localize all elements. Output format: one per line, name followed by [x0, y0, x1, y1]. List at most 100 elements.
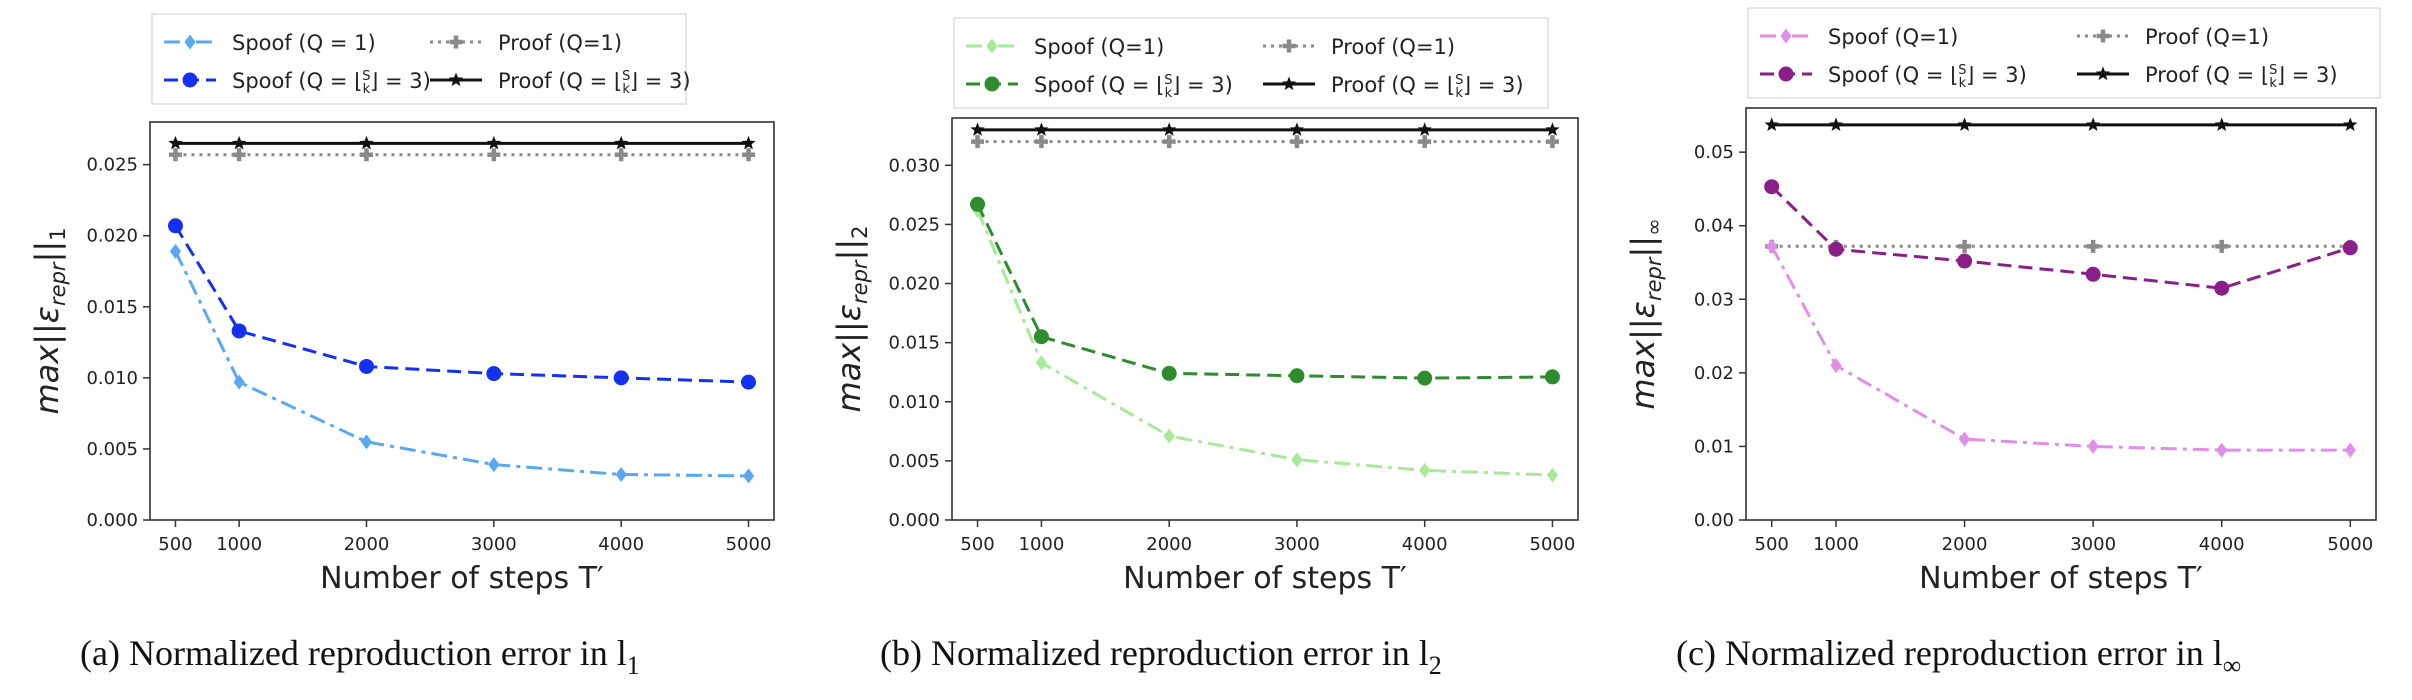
data-point: [360, 434, 373, 450]
data-point: [1162, 122, 1177, 136]
y-axis-label: max||εrepr||1: [28, 227, 70, 414]
y-tick-label: 0.03: [1694, 289, 1734, 310]
series-line: [1770, 245, 2351, 452]
x-tick-label: 4000: [1402, 534, 1448, 555]
data-point: [486, 135, 501, 150]
data-point: [2214, 117, 2229, 131]
legend-marker: [449, 35, 463, 49]
y-tick-label: 0.015: [86, 297, 138, 318]
data-point: [1766, 238, 1778, 254]
caption-c: (c) Normalized reproduction error in l∞: [1676, 632, 2241, 681]
caption-c-text: (c) Normalized reproduction error in l: [1676, 633, 2223, 673]
data-point: [1545, 135, 1559, 149]
legend: Spoof (Q=1) Spoof (Q = ⌊S k⌋ = 3) Proof (Q=…: [953, 17, 1549, 109]
x-tick-label: 2000: [1942, 534, 1988, 555]
data-point: [2216, 442, 2228, 458]
caption-a-sub: 1: [626, 651, 640, 681]
data-point: [167, 218, 183, 234]
series-line: [976, 209, 1553, 477]
data-point: [1958, 239, 1972, 253]
y-tick-label: 0.000: [888, 510, 940, 531]
data-point: [742, 148, 756, 162]
y-axis-label: max||εrepr||∞: [1624, 218, 1666, 409]
y-tick-label: 0.010: [86, 368, 138, 389]
legend-box: [151, 13, 687, 105]
data-point: [1417, 370, 1433, 386]
data-point: [1163, 428, 1175, 444]
series-line: [174, 250, 749, 478]
y-tick-label: 0.02: [1694, 363, 1734, 384]
x-tick-label: 4000: [2199, 534, 2245, 555]
data-point: [168, 148, 182, 162]
y-tick-label: 0.020: [86, 226, 138, 247]
x-tick-label: 1000: [1019, 534, 1065, 555]
legend-box: [1747, 7, 2381, 99]
legend-marker: [1778, 66, 1794, 82]
x-axis-label: Number of steps T′: [1919, 561, 2203, 596]
data-point: [1290, 135, 1304, 149]
y-tick-label: 0.025: [888, 214, 940, 235]
data-point: [1957, 117, 1972, 131]
data-point: [2085, 266, 2101, 282]
x-tick-label: 3000: [471, 534, 517, 555]
legend-label: Proof (Q = ⌊S k⌋ = 3): [2145, 63, 2338, 91]
x-tick-label: 2000: [1146, 534, 1192, 555]
data-point: [2214, 280, 2230, 296]
caption-b-text: (b) Normalized reproduction error in l: [880, 633, 1429, 673]
legend-label: Spoof (Q = ⌊S k⌋ = 3): [1034, 73, 1233, 101]
data-point: [971, 135, 985, 149]
x-tick-label: 3000: [1274, 534, 1320, 555]
y-tick-label: 0.000: [86, 510, 138, 531]
legend-marker: [1281, 76, 1297, 91]
caption-b: (b) Normalized reproduction error in l2: [880, 632, 1442, 681]
data-point: [742, 468, 755, 484]
x-tick-label: 2000: [344, 534, 390, 555]
data-point: [1289, 368, 1305, 384]
legend-label: Spoof (Q = ⌊S k⌋ = 3): [232, 69, 431, 97]
plot-area: [951, 117, 1579, 521]
data-point: [488, 457, 500, 473]
data-point: [231, 323, 247, 339]
data-point: [1546, 467, 1559, 483]
y-tick-label: 0.00: [1694, 510, 1734, 531]
caption-c-sub: ∞: [2222, 651, 2242, 681]
data-point: [1419, 462, 1431, 478]
data-point: [168, 135, 183, 150]
data-point: [232, 135, 247, 150]
x-tick-label: 500: [1755, 534, 1789, 555]
chart-panel-b: 0.000 0.005 0.010 0.015 0.020 0.025 0.030 500 10…: [830, 17, 1579, 596]
legend-label: Spoof (Q=1): [1828, 25, 1958, 49]
x-axis-label: Number of steps T′: [1123, 561, 1407, 596]
data-point: [614, 135, 629, 150]
data-point: [1830, 358, 1842, 373]
data-point: [169, 243, 182, 259]
legend-label: Proof (Q = ⌊S k⌋ = 3): [1331, 73, 1524, 101]
data-point: [358, 358, 374, 374]
data-point: [2215, 239, 2229, 253]
data-point: [1161, 365, 1177, 381]
chart-panel-a: 0.000 0.005 0.010 0.015 0.020 0.025 500 1000 200…: [28, 13, 775, 596]
data-point: [1417, 122, 1432, 136]
data-point: [2086, 239, 2100, 253]
legend-box: [953, 17, 1549, 109]
data-point: [741, 135, 756, 150]
legend-label: Proof (Q=1): [498, 31, 622, 55]
y-tick-label: 0.030: [888, 155, 940, 176]
x-tick-label: 5000: [1530, 534, 1576, 555]
legend-label: Proof (Q=1): [1331, 35, 1455, 59]
x-tick-label: 500: [158, 534, 192, 555]
legend: Spoof (Q=1) Spoof (Q = ⌊S k⌋ = 3) Proof (Q=…: [1747, 7, 2381, 99]
legend-marker: [182, 72, 198, 88]
series-line: [174, 224, 749, 384]
legend: Spoof (Q = 1) Spoof (Q = ⌊S k⌋ = 3) Proof (…: [151, 13, 691, 105]
y-tick-label: 0.020: [888, 274, 940, 295]
legend-marker: [1780, 28, 1792, 44]
data-point: [2342, 240, 2358, 256]
legend-marker: [984, 76, 1000, 92]
data-point: [2087, 438, 2099, 454]
x-tick-label: 4000: [598, 534, 644, 555]
data-point: [970, 196, 986, 212]
data-point: [1958, 431, 1971, 447]
caption-b-sub: 2: [1428, 651, 1442, 681]
